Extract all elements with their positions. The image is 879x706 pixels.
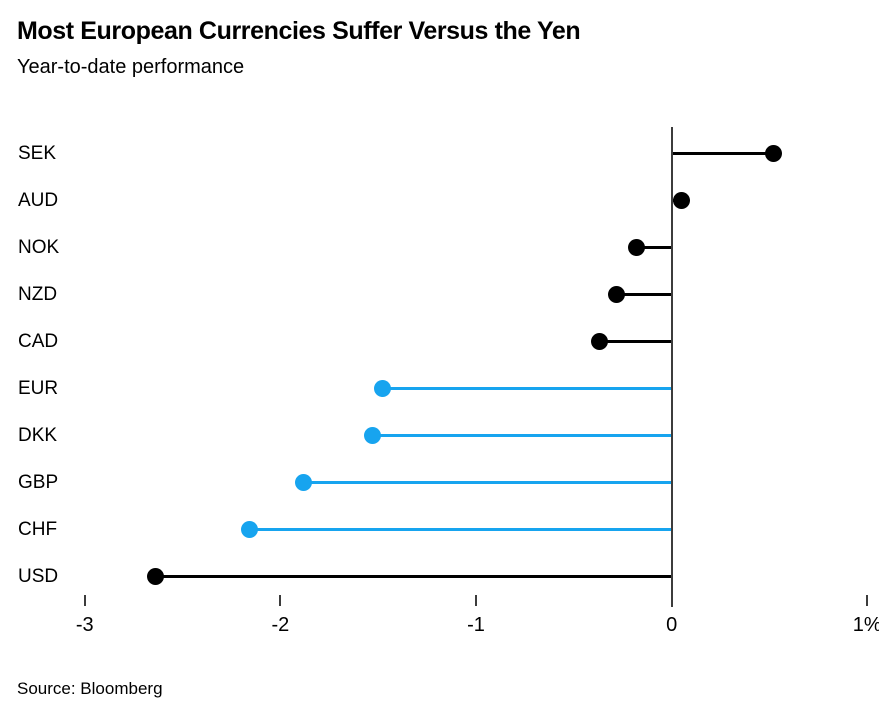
category-label: NZD	[18, 283, 58, 305]
category-label: NOK	[18, 236, 60, 258]
lollipop-stem	[382, 387, 672, 390]
chart-subtitle: Year-to-date performance	[17, 56, 245, 78]
chart-row: USD	[0, 553, 879, 600]
x-axis-tick	[83, 595, 86, 606]
chart-row: CAD	[0, 318, 879, 365]
lollipop-dot	[590, 333, 608, 350]
x-axis-tick-label: 1%	[852, 614, 879, 636]
lollipop-stem	[636, 246, 672, 249]
chart-row: DKK	[0, 412, 879, 459]
lollipop-dot	[295, 474, 313, 491]
lollipop-dot	[146, 568, 164, 585]
lollipop-dot	[672, 192, 690, 209]
chart-row: AUD	[0, 177, 879, 224]
lollipop-dot	[240, 521, 258, 538]
lollipop-stem	[599, 340, 672, 343]
zero-axis-line	[670, 127, 673, 607]
x-axis-tick	[670, 595, 673, 606]
chart-title: Most European Currencies Suffer Versus t…	[17, 17, 581, 45]
x-axis-tick	[475, 595, 477, 606]
x-axis-tick-label: -2	[271, 614, 290, 636]
category-label: GBP	[18, 471, 59, 493]
chart-row: GBP	[0, 459, 879, 506]
lollipop-dot	[764, 145, 782, 162]
lollipop-stem	[249, 528, 672, 531]
x-axis-tick	[866, 595, 869, 606]
source-attribution: Source: Bloomberg	[17, 679, 163, 698]
chart-row: CHF	[0, 506, 879, 553]
category-label: USD	[18, 565, 59, 587]
lollipop-dot	[627, 239, 645, 256]
lollipop-stem	[616, 293, 672, 296]
category-label: EUR	[18, 377, 59, 399]
x-axis-tick-label: -1	[467, 614, 485, 636]
lollipop-stem	[155, 575, 672, 578]
x-axis-tick-label: 0	[666, 614, 678, 636]
chart-row: SEK	[0, 130, 879, 177]
chart-row: NOK	[0, 224, 879, 271]
lollipop-dot	[373, 380, 391, 397]
category-label: SEK	[18, 142, 57, 164]
chart-row: NZD	[0, 271, 879, 318]
category-label: AUD	[18, 189, 59, 211]
x-axis-tick	[279, 595, 282, 606]
chart-row: EUR	[0, 365, 879, 412]
category-label: CHF	[18, 518, 58, 540]
lollipop-stem	[372, 434, 672, 437]
lollipop-stem	[303, 481, 672, 484]
x-axis-tick-label: -3	[75, 614, 94, 636]
category-label: DKK	[18, 424, 58, 446]
lollipop-stem	[671, 152, 774, 155]
category-label: CAD	[18, 330, 59, 352]
lollipop-dot	[363, 427, 381, 444]
lollipop-dot	[608, 286, 626, 303]
